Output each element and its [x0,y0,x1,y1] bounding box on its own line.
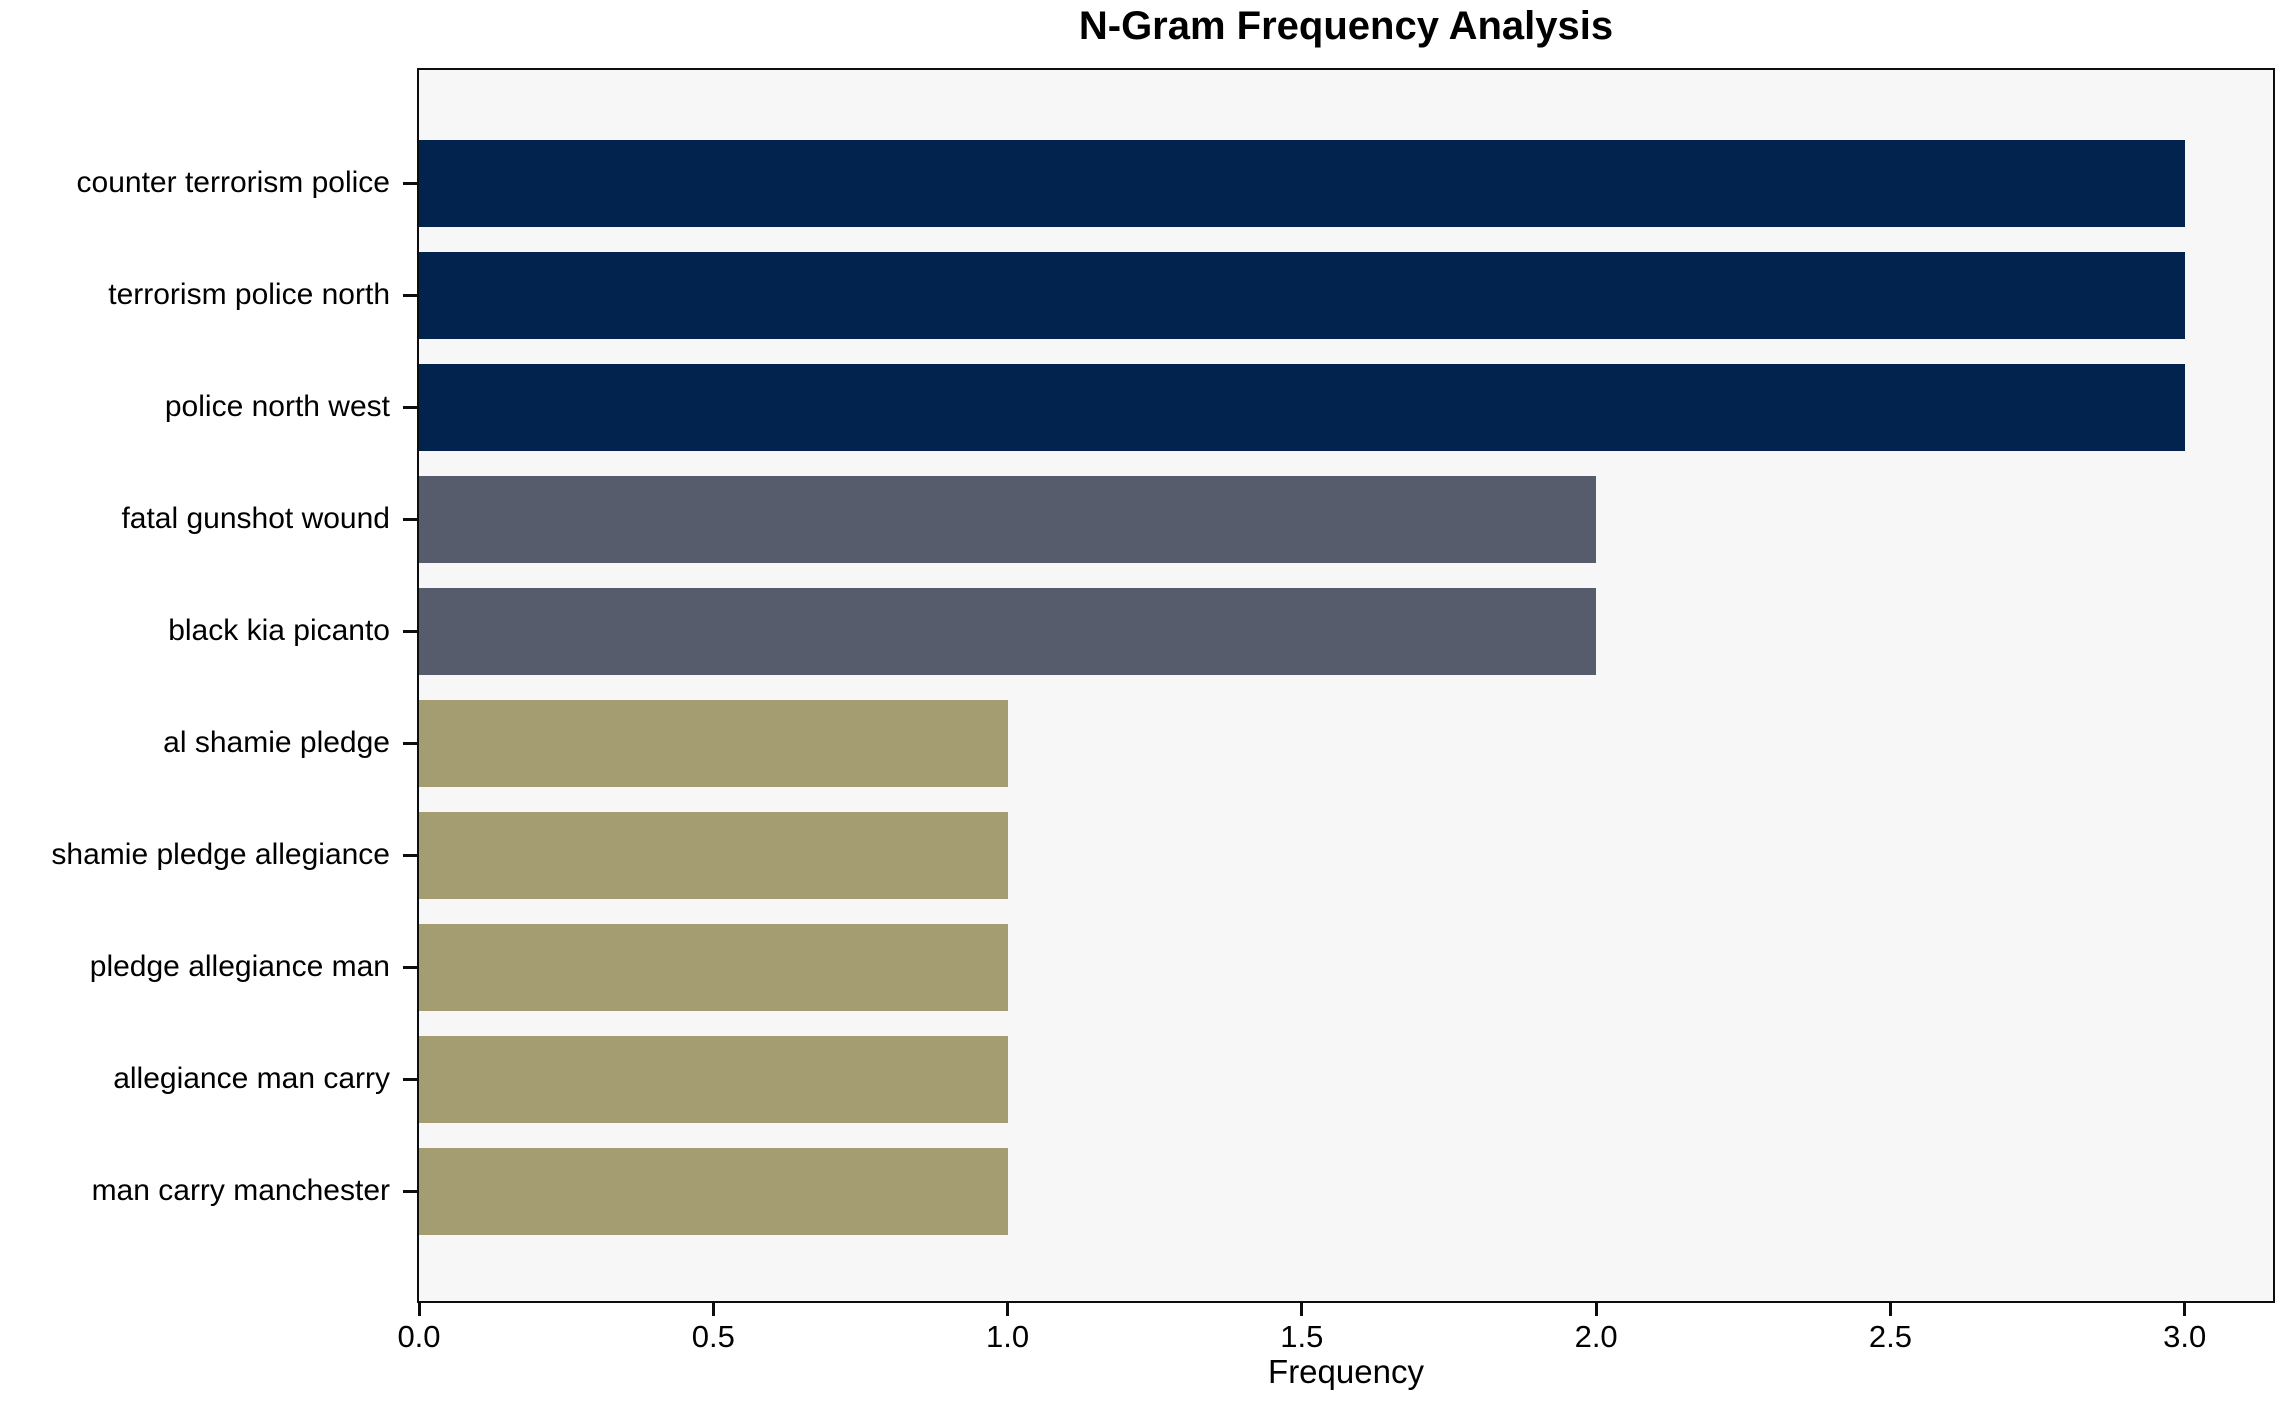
y-axis-label: fatal gunshot wound [121,502,390,535]
bars-container [419,70,2273,1301]
bar-black-kia-picanto [419,587,1597,675]
bar-slot [419,911,2273,1023]
y-axis-tick [403,293,417,297]
x-axis-tick-label: 2.5 [1868,1319,1912,1354]
x-axis-tick [1006,1303,1010,1316]
y-axis-label: counter terrorism police [76,166,390,199]
y-axis-label: al shamie pledge [163,726,390,759]
bar-slot [419,463,2273,575]
x-axis-tick-label: 3.0 [2163,1319,2207,1354]
x-axis-tick-label: 0.5 [691,1319,735,1354]
y-axis-tick [403,1189,417,1193]
y-axis-tick [403,965,417,969]
x-axis-tick [417,1303,421,1316]
x-axis-title: Frequency [1268,1353,1424,1390]
y-axis-tick [403,1077,417,1081]
x-axis-tick [1888,1303,1892,1316]
bar-police-north-west [419,363,2185,451]
y-axis-label: allegiance man carry [113,1062,390,1095]
y-axis-tick [403,517,417,521]
x-axis-tick-label: 1.0 [986,1319,1030,1354]
y-axis-label: black kia picanto [168,614,390,647]
bar-slot [419,351,2273,463]
x-axis-tick [2183,1303,2187,1316]
bar-slot [419,799,2273,911]
y-axis-label: terrorism police north [108,278,390,311]
bar-man-carry-manchester [419,1147,1008,1235]
y-axis-tick [403,405,417,409]
bar-slot [419,127,2273,239]
bar-fatal-gunshot-wound [419,475,1597,563]
bar-shamie-pledge-allegiance [419,811,1008,899]
plot-area [417,68,2275,1303]
x-axis-tick [1300,1303,1304,1316]
bar-slot [419,1135,2273,1247]
x-axis-tick-label: 1.5 [1280,1319,1324,1354]
y-axis-label: man carry manchester [91,1174,390,1207]
y-axis-label: pledge allegiance man [89,950,390,983]
y-axis-tick [403,853,417,857]
y-axis-tick [403,741,417,745]
x-axis-tick [711,1303,715,1316]
bar-al-shamie-pledge [419,699,1008,787]
y-axis-tick [403,181,417,185]
bar-pledge-allegiance-man [419,923,1008,1011]
bar-allegiance-man-carry [419,1035,1008,1123]
bar-slot [419,239,2273,351]
bar-counter-terrorism-police [419,139,2185,227]
chart-title: N-Gram Frequency Analysis [1078,4,1614,48]
bar-slot [419,1023,2273,1135]
x-axis-tick [1594,1303,1598,1316]
y-axis-tick [403,629,417,633]
y-axis-label: shamie pledge allegiance [51,838,390,871]
bar-slot [419,575,2273,687]
y-axis-label: police north west [164,390,390,423]
bar-terrorism-police-north [419,251,2185,339]
bar-slot [419,687,2273,799]
x-axis-tick-label: 0.0 [397,1319,441,1354]
x-axis: 0.0 0.5 1.0 1.5 2.0 2.5 3.0 [397,1303,2275,1413]
x-axis-tick-label: 2.0 [1574,1319,1618,1354]
